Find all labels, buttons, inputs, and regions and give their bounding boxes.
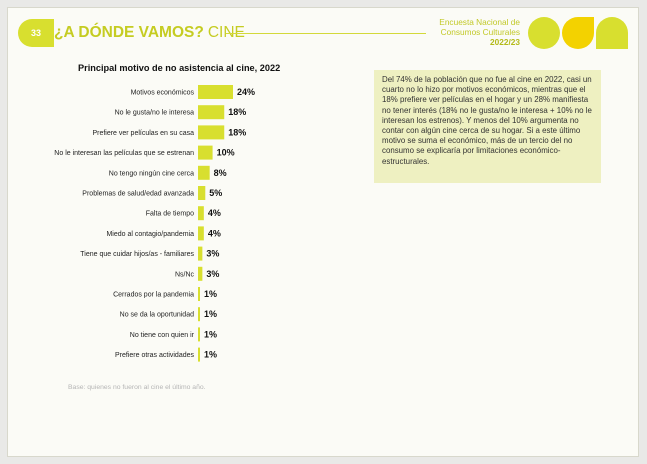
survey-line-2: Consumos Culturales xyxy=(440,27,520,37)
arch-logo-shape xyxy=(596,17,628,49)
header-divider xyxy=(226,33,426,34)
value-label: 10% xyxy=(217,148,235,158)
bar xyxy=(198,206,204,221)
category-label: Cerrados por la pandemia xyxy=(113,292,194,299)
bar-chart: Motivos económicos 24% No le gusta/no le i… xyxy=(54,85,255,362)
value-label: 3% xyxy=(206,269,219,279)
value-label: 3% xyxy=(206,249,219,259)
category-label: No le interesan las películas que se est… xyxy=(54,150,194,157)
bar xyxy=(198,186,206,200)
bar xyxy=(198,327,200,342)
bar xyxy=(198,246,203,261)
value-label: 4% xyxy=(208,208,221,218)
value-label: 5% xyxy=(209,188,222,198)
category-label: Tiene que cuidar hijos/as - familiares xyxy=(80,251,194,258)
bar xyxy=(198,125,225,140)
category-label: Motivos económicos xyxy=(131,90,195,97)
value-label: 8% xyxy=(214,168,227,178)
survey-label: Encuesta Nacional de Consumos Culturales… xyxy=(398,17,520,47)
section-title-light: CINE xyxy=(207,24,245,41)
survey-year: 2022/23 xyxy=(490,37,520,47)
bar xyxy=(198,226,204,241)
summary-note: Del 74% de la población que no fue al ci… xyxy=(374,70,601,183)
bar xyxy=(198,145,213,160)
page-number: 33 xyxy=(18,19,54,47)
bar xyxy=(198,287,200,301)
leaf-logo-shape xyxy=(562,17,594,49)
value-label: 1% xyxy=(204,289,217,299)
category-label: Falta de tiempo xyxy=(146,211,194,218)
base-note: Base: quienes no fueron al cine el últim… xyxy=(68,384,206,391)
circle-logo-shape xyxy=(528,17,560,49)
value-label: 1% xyxy=(204,309,217,319)
value-label: 4% xyxy=(208,228,221,238)
bar xyxy=(198,105,225,120)
bar xyxy=(198,165,210,180)
category-label: Prefiere otras actividades xyxy=(115,352,194,359)
chart-title: Principal motivo de no asistencia al cin… xyxy=(78,63,281,73)
category-label: No se da la oportunidad xyxy=(120,312,194,319)
value-label: 1% xyxy=(204,350,217,360)
bar xyxy=(198,307,200,322)
report-page: 33 ¿A DÓNDE VAMOS? CINE Encuesta Naciona… xyxy=(7,7,639,457)
category-label: Prefiere ver películas en su casa xyxy=(92,130,194,137)
value-label: 18% xyxy=(228,107,246,117)
category-label: Ns/Nc xyxy=(175,271,195,278)
section-title-bold: ¿A DÓNDE VAMOS? xyxy=(54,24,204,41)
bar xyxy=(198,347,200,362)
value-label: 1% xyxy=(204,329,217,339)
category-label: Miedo al contagio/pandemia xyxy=(106,231,194,238)
category-label: No tiene con quien ir xyxy=(130,332,195,339)
section-title: ¿A DÓNDE VAMOS? CINE xyxy=(54,21,245,45)
value-label: 18% xyxy=(228,127,246,137)
survey-line-1: Encuesta Nacional de xyxy=(439,17,520,27)
category-label: Problemas de salud/edad avanzada xyxy=(82,191,194,198)
bar xyxy=(198,85,233,99)
bar xyxy=(198,266,203,281)
value-label: 24% xyxy=(237,87,255,97)
category-label: No le gusta/no le interesa xyxy=(115,110,194,117)
category-label: No tengo ningún cine cerca xyxy=(109,170,194,177)
